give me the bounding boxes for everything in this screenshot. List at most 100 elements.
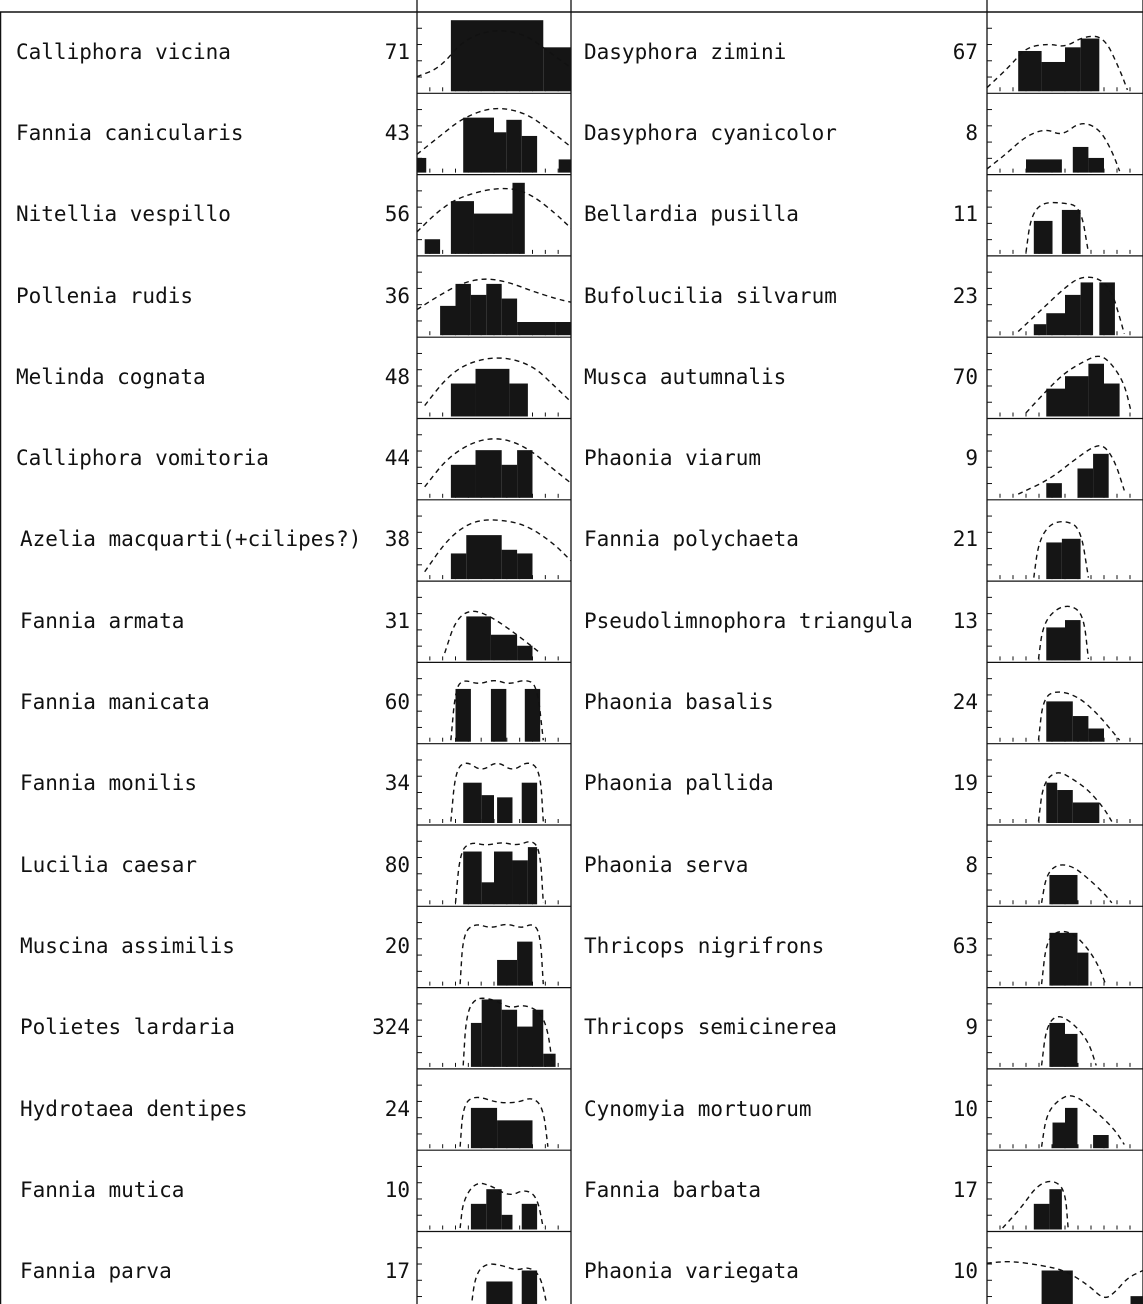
species-name: Nitellia vespillo [16, 202, 231, 227]
specimen-count: 324 [372, 1015, 410, 1040]
histogram-bar [517, 941, 533, 986]
envelope-curve [416, 30, 572, 78]
histogram-bar [486, 1281, 513, 1304]
species-name: Melinda cognata [16, 364, 206, 389]
histogram-bar [481, 999, 502, 1067]
histogram-bar [1049, 874, 1078, 905]
species-name: Phaonia variegata [584, 1259, 799, 1284]
histogram-bar [1093, 453, 1109, 498]
specimen-count: 9 [965, 446, 978, 471]
histogram-bar [555, 322, 571, 336]
histogram-bar [1072, 716, 1089, 742]
specimen-count: 63 [952, 933, 978, 958]
histogram-bar [517, 553, 533, 580]
envelope-curve [424, 438, 572, 488]
specimen-count: 24 [384, 1096, 410, 1121]
histogram-bar [521, 1203, 538, 1230]
histogram-bar [463, 851, 482, 905]
histogram-bar [497, 959, 518, 986]
histogram-bar [532, 322, 556, 336]
histogram-bar [490, 688, 507, 742]
histogram-bar [1046, 388, 1065, 417]
specimen-count: 80 [384, 852, 410, 877]
envelope-curve [462, 997, 554, 1066]
envelope-curve [986, 35, 1129, 91]
histogram-bar [450, 553, 467, 580]
specimen-count: 48 [384, 364, 410, 389]
species-name: Phaonia viarum [584, 446, 762, 471]
envelope-curve [416, 278, 572, 311]
histogram-bar [475, 450, 502, 498]
species-name: Fannia mutica [20, 1177, 185, 1202]
specimen-count: 10 [384, 1177, 410, 1202]
specimen-count: 43 [384, 120, 410, 145]
histogram-bar [1049, 932, 1078, 986]
histogram-bar [1041, 61, 1065, 92]
histogram-bar [486, 1189, 502, 1230]
envelope-curve [424, 357, 572, 406]
histogram-bar [512, 182, 525, 254]
histogram-bar [1057, 790, 1073, 823]
specimen-count: 38 [384, 527, 410, 552]
histogram-bar [527, 847, 538, 905]
histogram-bar [1026, 159, 1062, 173]
histogram-bar [450, 383, 476, 417]
species-name: Dasyphora cyanicolor [584, 120, 837, 145]
histogram-bar [450, 201, 474, 254]
envelope-curve [1033, 520, 1090, 578]
envelope-curve [1037, 691, 1121, 741]
histogram-bar [417, 157, 427, 173]
histogram-bar [509, 383, 528, 417]
species-name: Fannia manicata [20, 690, 210, 715]
histogram-bar [470, 294, 487, 336]
envelope-curve [424, 519, 572, 573]
specimen-count: 17 [952, 1177, 978, 1202]
histogram-bar [501, 298, 518, 336]
specimen-count: 44 [384, 446, 410, 471]
species-name: Hydrotaea dentipes [20, 1096, 248, 1121]
histogram-bar [501, 464, 518, 498]
histogram-bar [475, 368, 510, 417]
specimen-count: 67 [952, 39, 978, 64]
histogram-bar [1046, 313, 1065, 336]
histogram-bar [1046, 782, 1058, 823]
histogram-bar [517, 645, 533, 661]
specimen-count: 56 [384, 202, 410, 227]
histogram-bar [1104, 383, 1120, 417]
species-name: Azelia macquarti(+cilipes?) [20, 527, 362, 552]
species-name: Phaonia pallida [584, 771, 774, 796]
species-name: Fannia canicularis [16, 120, 244, 145]
envelope-curve [986, 1260, 1143, 1299]
envelope-curve [1017, 445, 1125, 495]
histogram-bar [1033, 220, 1053, 254]
envelope-curve [1002, 1180, 1069, 1229]
specimen-count: 70 [952, 364, 978, 389]
histogram-bar [1072, 146, 1089, 173]
histogram-bar [543, 47, 571, 92]
envelope-curve [454, 841, 544, 903]
species-name: Calliphora vicina [16, 39, 231, 64]
species-name: Fannia monilis [20, 771, 198, 796]
histogram-bar [1046, 701, 1073, 742]
species-name: Fannia armata [20, 608, 185, 633]
envelope-curve [416, 107, 572, 155]
histogram-bar [1088, 363, 1104, 417]
histogram-bar [463, 782, 482, 823]
histogram-bar [558, 159, 571, 173]
species-name: Phaonia basalis [584, 690, 774, 715]
specimen-count: 23 [952, 283, 978, 308]
histogram-bar [1033, 324, 1047, 336]
histogram-bar [521, 135, 538, 173]
histogram-bar [1130, 1296, 1143, 1304]
histogram-bar [521, 782, 538, 823]
species-name: Bellardia pusilla [584, 202, 799, 227]
histogram-bar [1061, 209, 1081, 254]
species-name: Thricops nigrifrons [584, 933, 825, 958]
histogram-bar [490, 634, 518, 661]
histogram-bar [1065, 47, 1081, 92]
histogram-bar [486, 283, 502, 336]
histogram-bar [481, 882, 494, 905]
histogram-bar [524, 688, 541, 742]
species-name: Fannia polychaeta [584, 527, 799, 552]
